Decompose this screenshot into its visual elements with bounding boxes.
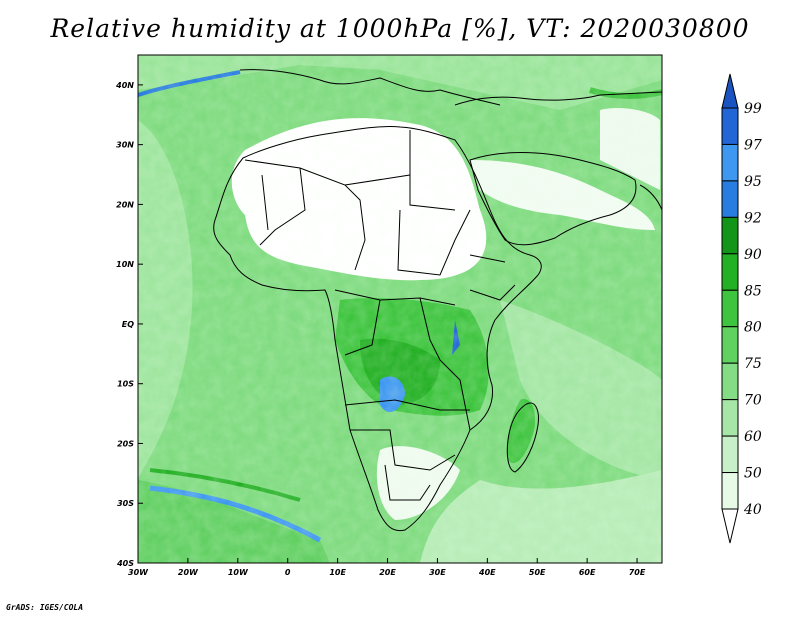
lat-tick-label: 20N [116,200,134,209]
colorbar-segment [721,362,739,401]
colorbar-label: 50 [744,466,762,482]
colorbar-min-arrow [721,508,739,544]
colorbar-segment [721,399,739,437]
colorbar: 40 50 60 70 75 80 85 90 92 95 97 99 [721,73,762,544]
colorbar-segment [721,253,739,291]
colorbar-label: 80 [744,320,762,336]
colorbar-label: 95 [744,174,762,190]
lat-tick-label: 10N [116,260,134,269]
lon-tick-label: 10W [228,568,249,577]
colorbar-segment [721,326,739,364]
colorbar-segment [721,107,739,145]
lon-tick-label: 20W [178,568,199,577]
colorbar-label: 92 [744,210,762,226]
lat-tick-label: 30S [117,499,134,508]
colorbar-label: 97 [744,137,762,153]
colorbar-label: 99 [744,101,762,117]
lat-tick-label: 30N [116,141,134,150]
humidity-field [138,55,662,563]
latitude-axis: 40N 30N 20N 10N EQ 10S 20S 30S 40S [115,81,143,568]
colorbar-segment [721,472,739,510]
colorbar-label: 60 [744,429,762,445]
colorbar-label: 40 [743,502,762,518]
credit-text: GrADS: IGES/COLA [6,603,84,612]
colorbar-label: 85 [744,283,762,299]
lon-tick-label: 30E [429,568,446,577]
lat-tick-label: 40N [115,81,134,90]
colorbar-segment [721,180,739,218]
colorbar-segment [721,216,739,255]
colorbar-label: 70 [744,393,762,409]
lon-tick-label: 20E [379,568,396,577]
lon-tick-label: 40E [478,568,496,577]
map-title: Relative humidity at 1000hPa [%], VT: 20… [50,14,750,43]
colorbar-segment [721,289,739,328]
longitude-axis: 30W 20W 10W 0 10E 20E 30E 40E 50E 60E 70E [128,558,646,577]
lon-tick-label: 30W [128,568,149,577]
lat-tick-label: 10S [117,380,134,389]
lon-tick-label: 50E [529,568,546,577]
colorbar-label: 90 [744,247,762,263]
plot-frame [137,54,663,564]
lon-tick-label: 70E [629,568,646,577]
coastline-boundaries [213,69,662,532]
lat-tick-label: 20S [117,439,134,448]
lon-tick-label: 60E [579,568,596,577]
colorbar-max-arrow [721,73,739,109]
lon-tick-label: 0 [285,568,291,577]
colorbar-segment [721,435,739,474]
lat-tick-label: 40S [116,559,134,568]
lon-tick-label: 10E [329,568,346,577]
lat-tick-label: EQ [122,320,134,329]
colorbar-segment [721,143,739,182]
colorbar-label: 75 [744,356,762,372]
